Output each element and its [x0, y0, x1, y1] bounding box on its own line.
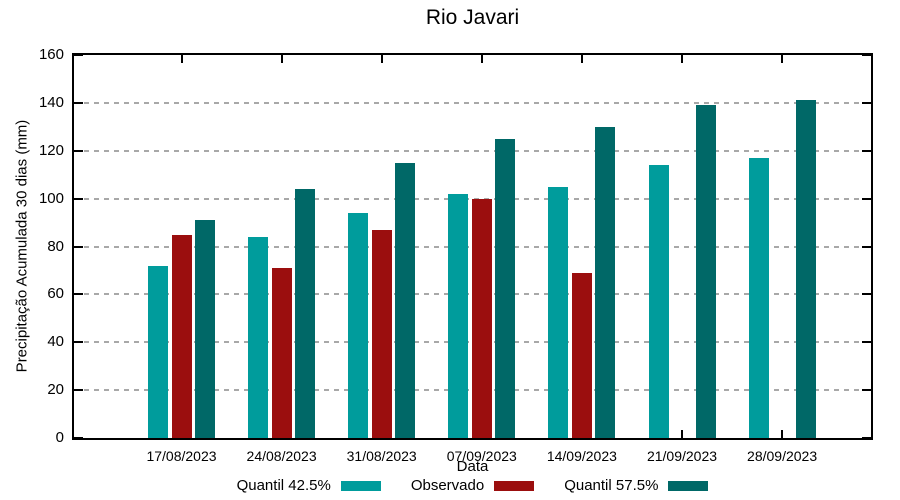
bar-quantil-42-5- — [648, 165, 669, 438]
bar-quantil-57-5- — [595, 126, 616, 438]
y-tick-label: 80 — [47, 237, 64, 255]
legend-item: Quantil 42.5% — [237, 477, 381, 494]
bar-quantil-57-5- — [195, 220, 215, 438]
x-tick-label: 14/09/2023 — [546, 448, 617, 464]
x-tick-label: 17/08/2023 — [146, 448, 217, 464]
x-tick-mark — [681, 55, 683, 63]
y-tick-mark — [862, 293, 871, 296]
legend-label: Quantil 42.5% — [236, 477, 331, 494]
bar-quantil-57-5- — [695, 105, 716, 438]
y-tick-label: 120 — [38, 141, 64, 159]
y-tick-mark — [862, 437, 871, 438]
y-tick-mark — [862, 245, 871, 248]
x-tick-label: 07/09/2023 — [446, 448, 517, 464]
x-tick-mark — [480, 55, 483, 63]
bar-observado — [371, 229, 392, 438]
bar-quantil-57-5- — [395, 162, 416, 438]
y-tick-label: 100 — [38, 189, 64, 207]
y-tick-label: 60 — [47, 285, 64, 303]
y-tick-mark — [862, 197, 871, 200]
bar-observado — [171, 234, 192, 438]
x-tick-label: 31/08/2023 — [346, 448, 417, 464]
bar-quantil-57-5- — [495, 138, 516, 438]
x-tick-label: 21/09/2023 — [646, 448, 718, 464]
y-tick-mark — [862, 389, 871, 392]
x-tick-mark — [781, 55, 784, 63]
legend-swatch — [668, 480, 709, 491]
y-tick-mark — [74, 341, 83, 344]
x-tick-mark — [781, 430, 784, 438]
bar-quantil-42-5- — [248, 236, 269, 438]
x-tick-mark — [180, 55, 183, 63]
y-tick-mark — [862, 55, 871, 56]
y-tick-mark — [74, 101, 83, 104]
y-tick-mark — [862, 101, 871, 104]
bar-quantil-42-5- — [148, 265, 168, 438]
legend-label: Observado — [410, 477, 485, 494]
x-tick-label: 24/08/2023 — [246, 448, 317, 464]
y-tick-mark — [862, 149, 871, 152]
x-tick-mark — [580, 55, 583, 63]
legend-swatch — [494, 480, 535, 491]
plot-area — [72, 53, 873, 440]
bar-observado — [571, 272, 592, 438]
legend-item: Observado — [410, 477, 535, 494]
x-tick-mark — [380, 55, 383, 63]
legend-swatch — [340, 480, 381, 491]
bar-quantil-57-5- — [295, 189, 316, 438]
bar-quantil-42-5- — [748, 157, 769, 438]
bar-quantil-42-5- — [348, 213, 369, 438]
gridline — [74, 101, 871, 104]
gridline — [74, 149, 871, 152]
y-tick-mark — [74, 149, 83, 152]
x-tick-mark — [681, 430, 683, 438]
legend-item: Quantil 57.5% — [564, 477, 709, 494]
y-tick-label: 40 — [47, 333, 64, 351]
y-tick-label: 140 — [38, 93, 64, 111]
bar-observado — [271, 268, 292, 438]
x-axis-label: Data — [456, 458, 489, 475]
chart-title: Rio Javari — [425, 6, 520, 29]
y-tick-mark — [74, 437, 83, 438]
bar-quantil-42-5- — [548, 186, 569, 438]
y-tick-mark — [74, 389, 83, 392]
x-tick-label: 28/09/2023 — [747, 448, 818, 464]
bar-quantil-57-5- — [795, 100, 816, 438]
y-tick-mark — [74, 245, 83, 248]
y-tick-mark — [74, 197, 83, 200]
x-tick-mark — [280, 55, 283, 63]
legend: Quantil 42.5% Observado Quantil 57.5% — [72, 477, 873, 494]
y-tick-mark — [74, 293, 83, 296]
y-tick-label: 160 — [38, 46, 64, 63]
y-tick-label: 0 — [55, 429, 64, 446]
bar-observado — [471, 198, 492, 438]
y-tick-label: 20 — [47, 381, 64, 399]
bar-quantil-42-5- — [448, 193, 469, 438]
legend-label: Quantil 57.5% — [564, 477, 659, 494]
y-tick-mark — [74, 55, 83, 56]
y-tick-mark — [862, 341, 871, 344]
